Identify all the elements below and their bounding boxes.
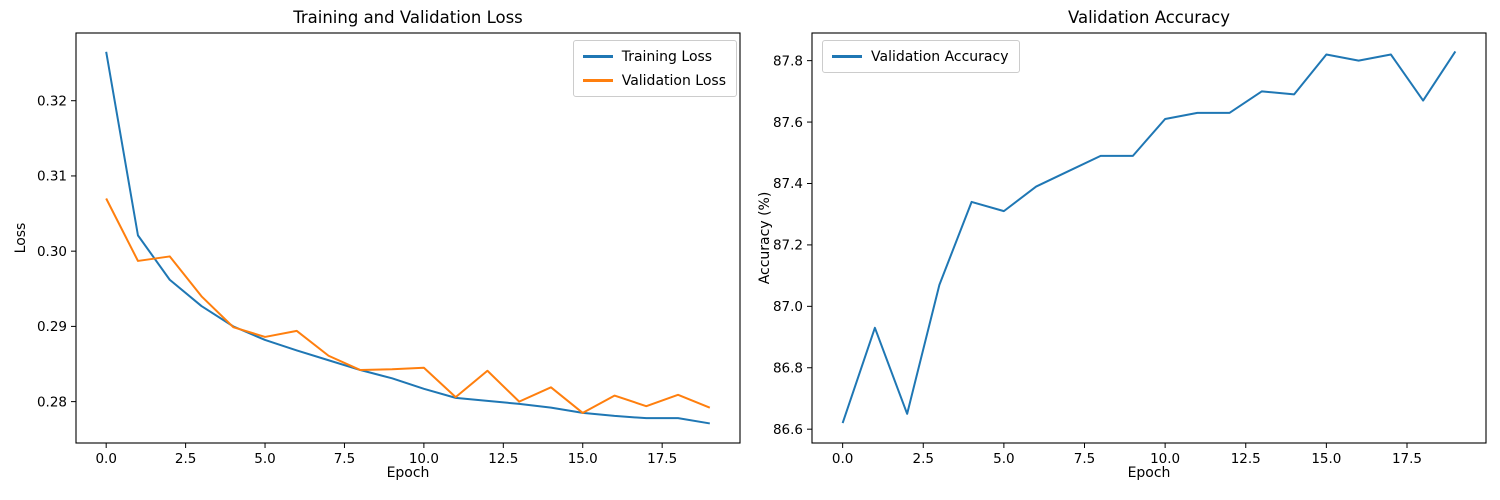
y-tick-label: 87.6 <box>773 115 803 131</box>
chart-accuracy-x-axis-label: Epoch <box>1127 465 1171 481</box>
chart-loss-plot-area: 0.0 2.5 5.0 7.5 10.0 12.5 15.0 17.5 0.28 0.29 0.30… <box>37 32 741 467</box>
x-tick-label: 0.0 <box>832 451 853 467</box>
y-tick-label: 0.29 <box>37 319 67 335</box>
series-line-training-loss <box>105 51 710 425</box>
legend-label: Validation Loss <box>621 72 726 89</box>
chart-loss-title: Training and Validation Loss <box>293 8 523 27</box>
chart-accuracy: Validation Accuracy Accuracy (%) 0.0 2.5 5… <box>750 0 1500 500</box>
x-tick-label: 5.0 <box>254 451 275 467</box>
chart-accuracy-title: Validation Accuracy <box>1067 8 1231 27</box>
legend-entry: Validation Accuracy <box>832 46 1009 67</box>
x-tick-label: 17.5 <box>1392 451 1422 467</box>
x-tick-label: 10.0 <box>1150 451 1180 467</box>
series-line-validation-loss <box>105 198 711 414</box>
y-tick-label: 0.31 <box>37 169 67 185</box>
x-tick-label: 5.0 <box>993 451 1014 467</box>
chart-loss-x-axis-label: Epoch <box>386 465 430 481</box>
x-tick-label: 15.0 <box>1311 451 1341 467</box>
plot-border <box>811 32 1487 444</box>
y-tick-label: 0.30 <box>37 244 67 260</box>
legend-line-swatch <box>832 55 862 58</box>
series-line-validation-accuracy <box>841 50 1457 424</box>
legend-label: Training Loss <box>621 48 713 65</box>
plot-border <box>75 32 741 444</box>
x-tick-label: 15.0 <box>568 451 598 467</box>
x-tick-label: 7.5 <box>1074 451 1095 467</box>
y-tick-label: 0.32 <box>37 93 67 109</box>
x-tick-label: 12.5 <box>1231 451 1261 467</box>
x-tick-label: 12.5 <box>488 451 518 467</box>
x-tick-label: 7.5 <box>334 451 355 467</box>
x-tick-label: 2.5 <box>913 451 934 467</box>
x-tick-label: 10.0 <box>409 451 439 467</box>
chart-accuracy-plot-area: 0.0 2.5 5.0 7.5 10.0 12.5 15.0 17.5 86.6 86.8 87.0… <box>773 32 1487 467</box>
x-tick-label: 17.5 <box>647 451 677 467</box>
y-tick-label: 87.4 <box>773 176 803 192</box>
y-tick-label: 0.28 <box>37 394 67 410</box>
y-tick-label: 87.0 <box>773 299 803 315</box>
y-tick-label: 87.8 <box>773 53 803 69</box>
x-tick-label: 0.0 <box>95 451 116 467</box>
y-tick-label: 86.6 <box>773 422 803 438</box>
legend-entry: Validation Loss <box>582 70 726 91</box>
legend-line-swatch <box>582 79 613 82</box>
y-tick-label: 87.2 <box>773 238 803 254</box>
chart-accuracy-legend: Validation Accuracy <box>822 40 1020 73</box>
chart-loss: Training and Validation Loss Loss 0.0 2.5… <box>13 8 741 481</box>
legend-label: Validation Accuracy <box>871 48 1009 65</box>
legend-entry: Training Loss <box>582 46 726 67</box>
x-tick-label: 2.5 <box>175 451 196 467</box>
chart-loss-legend: Training Loss Validation Loss <box>572 40 737 97</box>
legend-line-swatch <box>582 55 613 58</box>
y-tick-label: 86.8 <box>773 360 803 376</box>
